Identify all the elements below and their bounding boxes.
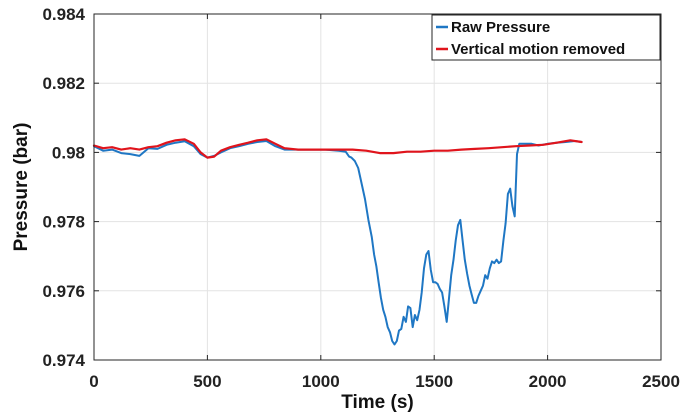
plot-background <box>94 14 661 360</box>
y-tick-label: 0.978 <box>42 213 85 232</box>
series-line-raw-pressure <box>93 140 583 346</box>
x-tick-label: 0 <box>89 372 98 391</box>
legend-label-raw-pressure: Raw Pressure <box>451 19 550 36</box>
y-tick-label: 0.984 <box>42 5 85 24</box>
x-tick-label: 1000 <box>302 372 340 391</box>
x-tick-label: 2500 <box>642 372 680 391</box>
x-tick-label: 2000 <box>529 372 567 391</box>
y-tick-label: 0.982 <box>42 74 85 93</box>
y-tick-label: 0.976 <box>42 282 85 301</box>
x-tick-label: 1500 <box>415 372 453 391</box>
y-tick-label: 0.974 <box>42 351 85 370</box>
x-tick-label: 500 <box>193 372 221 391</box>
y-tick-label: 0.98 <box>52 143 85 162</box>
y-axis-title: Pressure (bar) <box>11 123 32 252</box>
series-line-vertical-motion-removed <box>92 138 583 159</box>
x-axis-title: Time (s) <box>341 392 414 413</box>
plot-frame <box>93 13 662 361</box>
legend-box <box>431 14 661 61</box>
legend-label-vertical-motion-removed: Vertical motion removed <box>451 41 625 58</box>
series-group <box>92 138 583 346</box>
legend: Raw Pressure Vertical motion removed <box>431 14 661 61</box>
